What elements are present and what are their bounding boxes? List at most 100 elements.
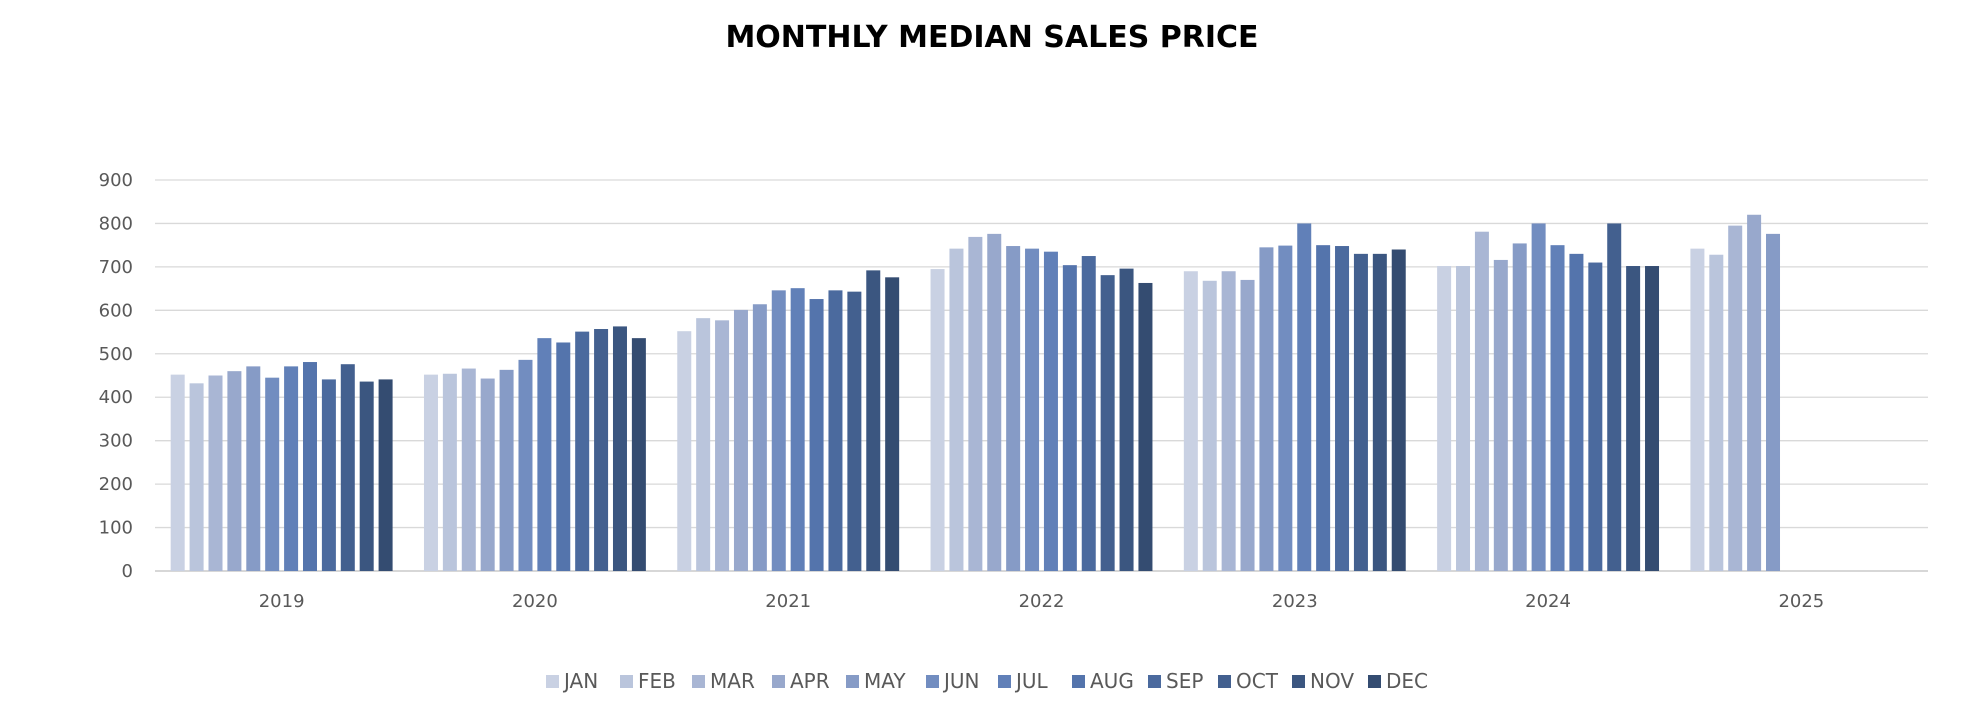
bar — [340, 364, 355, 571]
bar — [1221, 271, 1236, 571]
bar — [930, 269, 945, 571]
bar — [227, 371, 242, 571]
bar — [1588, 262, 1603, 571]
legend-swatch — [1218, 675, 1231, 688]
bar — [246, 366, 261, 571]
bar — [1550, 245, 1565, 571]
legend-label: MAY — [864, 669, 906, 693]
legend-label: JAN — [562, 669, 598, 693]
bar — [556, 342, 571, 571]
y-tick-label: 600 — [99, 300, 133, 321]
legend-swatch — [926, 675, 939, 688]
bar — [968, 236, 983, 571]
bar — [170, 374, 185, 571]
bar — [1372, 253, 1387, 571]
bar — [461, 368, 476, 571]
x-tick-label: 2024 — [1525, 591, 1571, 612]
bar — [1353, 253, 1368, 571]
bar — [423, 374, 438, 571]
bar — [1391, 249, 1406, 571]
bar — [828, 290, 843, 571]
bar — [1728, 225, 1743, 571]
y-tick-label: 100 — [99, 518, 133, 539]
x-tick-label: 2019 — [259, 591, 305, 612]
bar — [575, 331, 590, 571]
bar — [1531, 223, 1546, 571]
bar — [885, 277, 900, 571]
bar — [518, 359, 533, 571]
bar — [809, 299, 824, 571]
bar — [1569, 253, 1584, 571]
legend-label: AUG — [1090, 669, 1134, 693]
bar — [1766, 233, 1781, 572]
y-tick-label: 800 — [99, 213, 133, 234]
bar — [1259, 247, 1274, 572]
y-tick-label: 500 — [99, 344, 133, 365]
legend-swatch — [998, 675, 1011, 688]
chart-title: MONTHLY MEDIAN SALES PRICE — [725, 20, 1259, 55]
bar — [1081, 256, 1096, 571]
bar — [1062, 265, 1077, 571]
legend-swatch — [1072, 675, 1085, 688]
legend-swatch — [1148, 675, 1161, 688]
bar — [1607, 223, 1622, 571]
bar — [499, 369, 514, 571]
bar — [1493, 259, 1508, 571]
legend-swatch — [620, 675, 633, 688]
x-tick-label: 2023 — [1272, 591, 1318, 612]
legend-swatch — [692, 675, 705, 688]
legend-label: FEB — [638, 669, 676, 693]
legend-swatch — [1292, 675, 1305, 688]
x-tick-label: 2021 — [765, 591, 811, 612]
bar — [1626, 266, 1641, 571]
bar — [1335, 246, 1350, 571]
bar — [715, 320, 730, 571]
x-tick-label: 2022 — [1019, 591, 1065, 612]
legend-label: JUN — [942, 669, 980, 693]
y-tick-label: 400 — [99, 387, 133, 408]
legend-label: MAR — [710, 669, 755, 693]
bar — [1474, 231, 1489, 571]
bar — [594, 329, 609, 571]
bar — [208, 375, 223, 571]
legend-swatch — [1368, 675, 1381, 688]
bar — [480, 378, 495, 571]
bar — [1645, 266, 1660, 571]
bar — [631, 338, 646, 571]
legend-label: SEP — [1166, 669, 1203, 693]
bar — [1456, 266, 1471, 571]
bar — [189, 383, 204, 571]
bar — [1747, 214, 1762, 571]
legend-swatch — [846, 675, 859, 688]
legend-swatch — [772, 675, 785, 688]
bar — [1240, 279, 1255, 571]
bar — [1043, 251, 1058, 571]
bar — [1690, 248, 1705, 572]
bar — [1512, 243, 1527, 571]
bar — [1297, 223, 1312, 571]
legend-label: OCT — [1236, 669, 1279, 693]
legend-label: JUL — [1014, 669, 1049, 693]
bar — [1437, 266, 1452, 571]
bar — [1202, 280, 1217, 571]
bar — [1138, 282, 1153, 571]
bar — [1709, 254, 1724, 572]
bar — [733, 309, 748, 571]
bar — [1006, 246, 1021, 571]
y-tick-label: 200 — [99, 474, 133, 495]
y-tick-label: 0 — [122, 561, 133, 582]
bar — [1316, 245, 1331, 571]
bar — [790, 288, 805, 571]
bar — [359, 381, 374, 571]
bar — [771, 290, 786, 571]
legend-label: DEC — [1386, 669, 1428, 693]
bar — [696, 318, 711, 571]
bar — [1025, 248, 1040, 572]
y-tick-label: 900 — [99, 170, 133, 191]
x-tick-label: 2025 — [1778, 591, 1824, 612]
bar — [752, 304, 767, 571]
bar — [1278, 245, 1293, 571]
bar — [284, 366, 299, 571]
bar — [265, 377, 280, 571]
